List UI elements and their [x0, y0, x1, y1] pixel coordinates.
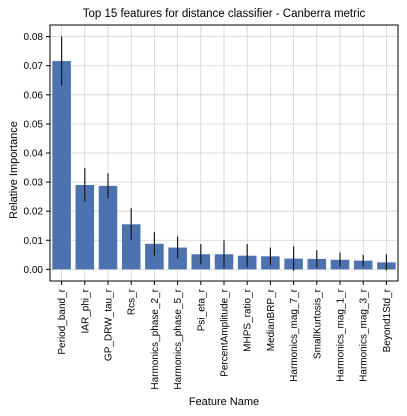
y-axis-ticks: 0.00 0.01 0.02 0.03 0.04 0.05 0.06 0.07 0.08: [24, 32, 50, 276]
x-tick-label: IAR_phi_r: [80, 288, 91, 333]
y-tick-label: 0.00: [24, 265, 44, 276]
y-axis-label: Relative Importance: [8, 121, 20, 219]
error-bars: [60, 36, 387, 271]
y-tick-label: 0.07: [24, 61, 44, 72]
x-axis-ticks: Period_band_r IAR_phi_r GP_DRW_tau_r Rcs_r H…: [57, 281, 393, 390]
x-tick-label: MedianBRP_r: [266, 288, 277, 351]
x-tick-label: Harmonics_mag_3_r: [359, 288, 370, 381]
bar: [75, 185, 95, 270]
y-tick-label: 0.04: [24, 149, 44, 160]
bar: [145, 243, 164, 270]
y-tick-label: 0.05: [24, 119, 44, 130]
x-tick-label: GP_DRW_tau_r: [104, 288, 115, 361]
x-tick-label: MHPS_ratio_r: [243, 288, 254, 351]
y-tick-label: 0.08: [24, 32, 44, 43]
x-tick-label: Harmonics_mag_1_r: [336, 288, 347, 381]
x-tick-label: Harmonics_phase_5_r: [173, 288, 184, 389]
y-tick-label: 0.02: [24, 207, 44, 218]
y-tick-label: 0.06: [24, 90, 44, 101]
bar: [52, 61, 71, 270]
x-tick-label: SmallKurtosis_r: [312, 288, 323, 359]
bar: [98, 185, 118, 270]
chart-title: Top 15 features for distance classifier …: [83, 8, 366, 20]
x-tick-label: Period_band_r: [57, 288, 68, 354]
x-tick-label: Harmonics_phase_2_r: [150, 288, 161, 389]
x-tick-label: PercentAmplitude_r: [220, 288, 231, 376]
x-tick-label: Psi_eta_r: [196, 288, 207, 331]
bar: [121, 224, 141, 270]
y-tick-label: 0.03: [24, 178, 44, 189]
x-tick-label: Rcs_r: [127, 288, 138, 315]
x-axis-label: Feature Name: [189, 396, 259, 408]
x-tick-label: Harmonics_mag_7_r: [289, 288, 300, 381]
y-tick-label: 0.01: [24, 236, 44, 247]
x-tick-label: Beyond1Std_r: [382, 288, 393, 352]
